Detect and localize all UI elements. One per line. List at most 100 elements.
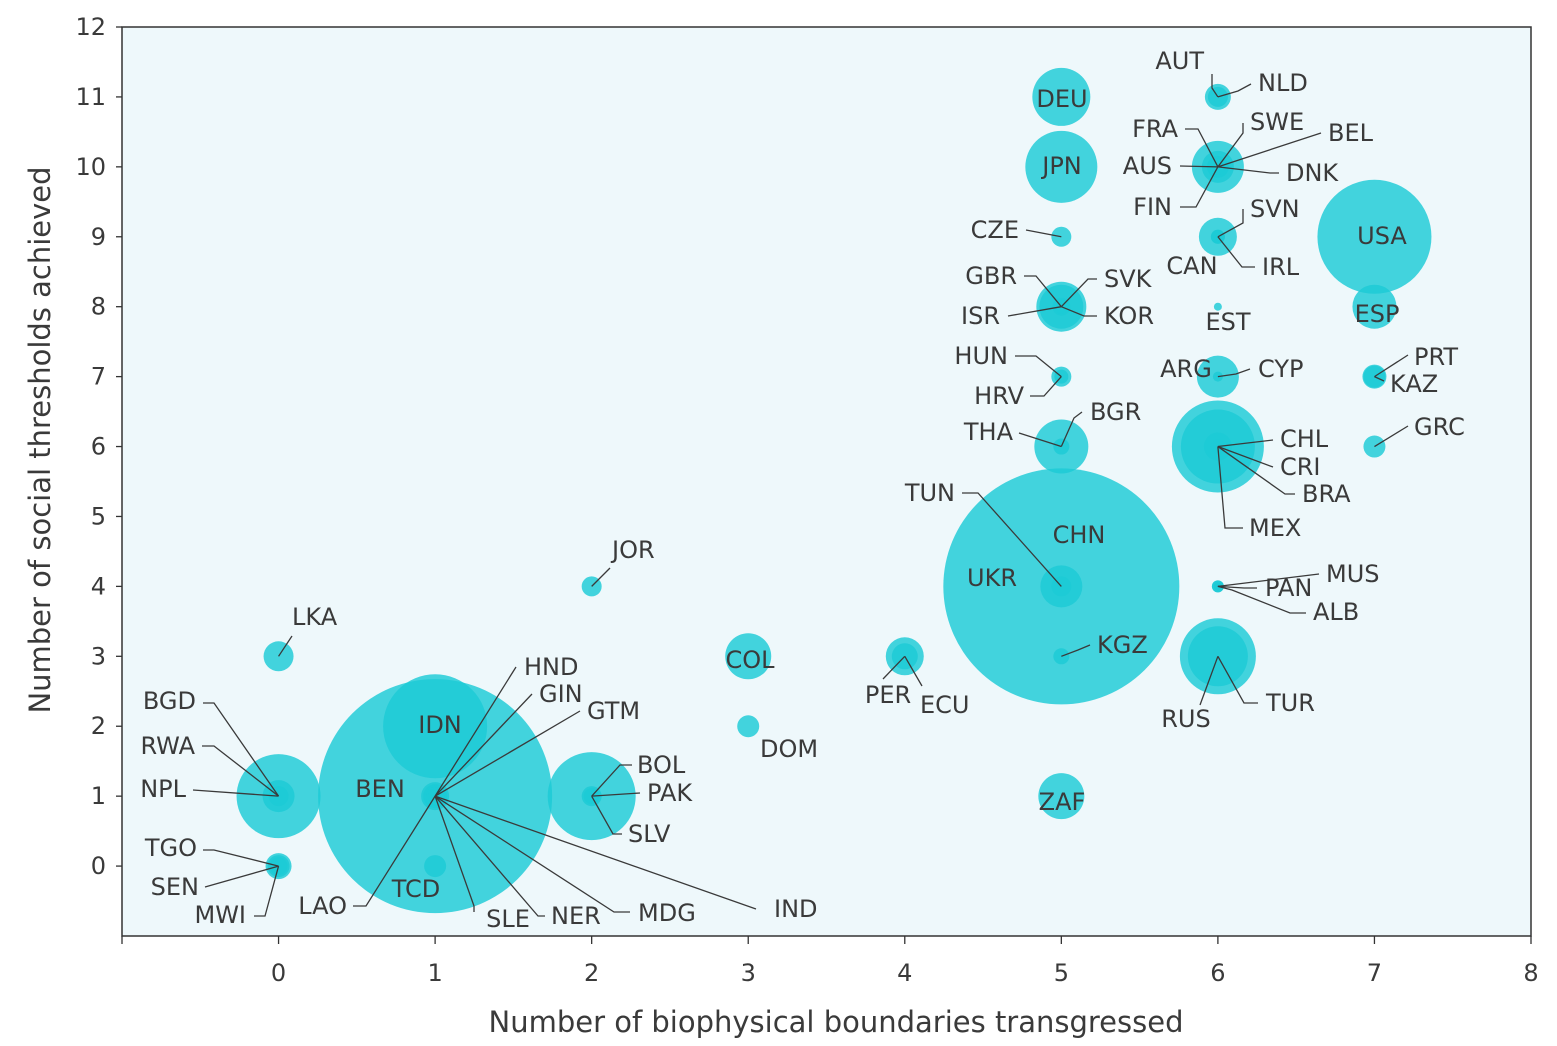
point-label-ind: IND bbox=[774, 895, 818, 923]
leader-line-dnk bbox=[1217, 166, 1279, 174]
point-label-isr: ISR bbox=[961, 302, 1000, 330]
point-label-jor: JOR bbox=[610, 536, 655, 564]
point-label-lka: LKA bbox=[292, 603, 338, 631]
point-label-aut: AUT bbox=[1155, 47, 1204, 75]
point-label-nld: NLD bbox=[1258, 69, 1308, 97]
bubble-zaf bbox=[1038, 773, 1085, 820]
leader-line-rus bbox=[1199, 656, 1219, 706]
bubble-deu bbox=[1032, 67, 1091, 126]
point-label-tha: THA bbox=[963, 418, 1014, 446]
y-tick-label: 7 bbox=[91, 363, 106, 391]
x-tick-label: 6 bbox=[1210, 959, 1225, 987]
point-label-fin: FIN bbox=[1133, 193, 1172, 221]
y-tick-label: 4 bbox=[91, 572, 106, 600]
point-label-tun: TUN bbox=[904, 479, 955, 507]
point-label-cze: CZE bbox=[971, 216, 1019, 244]
y-tick-label: 10 bbox=[75, 153, 106, 181]
leader-line-cyp bbox=[1217, 368, 1251, 378]
point-label-rwa: RWA bbox=[140, 732, 195, 760]
point-label-bgr: BGR bbox=[1090, 398, 1141, 426]
point-label-mex: MEX bbox=[1249, 514, 1301, 542]
leader-line-hnd bbox=[434, 666, 517, 797]
point-label-prt: PRT bbox=[1414, 343, 1458, 371]
leader-line-gin bbox=[434, 693, 533, 797]
x-tick-label: 0 bbox=[271, 959, 286, 987]
point-label-ukr: UKR bbox=[967, 564, 1017, 592]
leader-line-npl bbox=[192, 789, 279, 797]
y-axis-title: Number of social thresholds achieved bbox=[23, 166, 57, 713]
point-label-kor: KOR bbox=[1104, 302, 1154, 330]
y-tick-label: 1 bbox=[91, 782, 106, 810]
point-label-chl: CHL bbox=[1280, 425, 1329, 453]
point-label-kaz: KAZ bbox=[1390, 370, 1438, 398]
leader-line-fra bbox=[1185, 128, 1219, 168]
leader-line-bol bbox=[591, 764, 632, 797]
point-label-tcd: TCD bbox=[391, 875, 441, 903]
x-tick-label: 2 bbox=[584, 959, 599, 987]
leader-line-hun bbox=[1015, 355, 1062, 378]
leader-line-sen bbox=[204, 865, 279, 888]
x-tick-label: 8 bbox=[1523, 959, 1538, 987]
y-tick-label: 2 bbox=[91, 712, 106, 740]
leader-line-svn bbox=[1217, 209, 1244, 238]
point-label-dom: DOM bbox=[760, 735, 818, 763]
point-label-col: COL bbox=[725, 646, 775, 674]
leader-line-mex bbox=[1217, 446, 1243, 529]
leader-line-mdg bbox=[434, 795, 630, 913]
point-label-tur: TUR bbox=[1265, 689, 1315, 717]
leader-line-aut bbox=[1211, 74, 1219, 98]
leader-line-isr bbox=[1007, 306, 1062, 317]
point-label-dnk: DNK bbox=[1286, 159, 1339, 187]
point-label-bra: BRA bbox=[1302, 480, 1351, 508]
point-label-alb: ALB bbox=[1313, 598, 1359, 626]
leader-line-gtm bbox=[434, 710, 581, 797]
point-label-deu: DEU bbox=[1036, 85, 1087, 113]
bubble-usa bbox=[1317, 179, 1432, 294]
leader-line-gbr bbox=[1024, 275, 1062, 308]
leader-line-cze bbox=[1025, 229, 1062, 238]
point-label-jpn: JPN bbox=[1040, 152, 1082, 180]
point-label-mwi: MWI bbox=[194, 901, 246, 929]
point-label-esp: ESP bbox=[1355, 300, 1400, 328]
leader-line-mwi bbox=[254, 865, 280, 917]
leader-line-bel bbox=[1217, 132, 1322, 168]
point-label-ner: NER bbox=[551, 902, 601, 930]
leader-line-cri bbox=[1217, 445, 1274, 468]
bubble-col bbox=[725, 633, 772, 680]
leader-line-prt bbox=[1374, 354, 1409, 378]
y-tick-label: 8 bbox=[91, 293, 106, 321]
point-label-mdg: MDG bbox=[638, 899, 696, 927]
leader-line-chl bbox=[1217, 439, 1274, 448]
y-tick-label: 5 bbox=[91, 502, 106, 530]
leader-line-alb bbox=[1217, 585, 1306, 614]
bubble-tcd bbox=[424, 855, 447, 878]
point-label-tgo: TGO bbox=[144, 834, 197, 862]
leader-line-lka bbox=[278, 635, 293, 657]
point-label-slv: SLV bbox=[628, 820, 671, 848]
point-label-zaf: ZAF bbox=[1039, 788, 1086, 816]
leader-line-swe bbox=[1217, 123, 1244, 168]
point-label-sen: SEN bbox=[151, 873, 199, 901]
leader-line-hrv bbox=[1030, 376, 1062, 397]
bubble-idn bbox=[383, 674, 488, 779]
leader-line-lao bbox=[353, 795, 436, 907]
point-label-gtm: GTM bbox=[587, 697, 640, 725]
x-axis-title: Number of biophysical boundaries transgr… bbox=[489, 1005, 1184, 1039]
leader-line-nld bbox=[1217, 83, 1252, 98]
leader-line-tun bbox=[962, 492, 1062, 587]
leader-line-irl bbox=[1217, 236, 1255, 268]
y-tick-label: 3 bbox=[91, 642, 106, 670]
y-tick-label: 6 bbox=[91, 433, 106, 461]
bubble-dom bbox=[737, 715, 760, 738]
x-tick-label: 1 bbox=[427, 959, 442, 987]
y-tick-label: 11 bbox=[75, 83, 106, 111]
bubble-est bbox=[1213, 302, 1222, 311]
point-label-rus: RUS bbox=[1161, 705, 1210, 733]
bubble-jpn bbox=[1025, 130, 1098, 203]
leader-line-ecu bbox=[904, 655, 923, 687]
point-label-irl: IRL bbox=[1262, 253, 1300, 281]
y-tick-label: 9 bbox=[91, 223, 106, 251]
point-label-fra: FRA bbox=[1132, 115, 1179, 143]
